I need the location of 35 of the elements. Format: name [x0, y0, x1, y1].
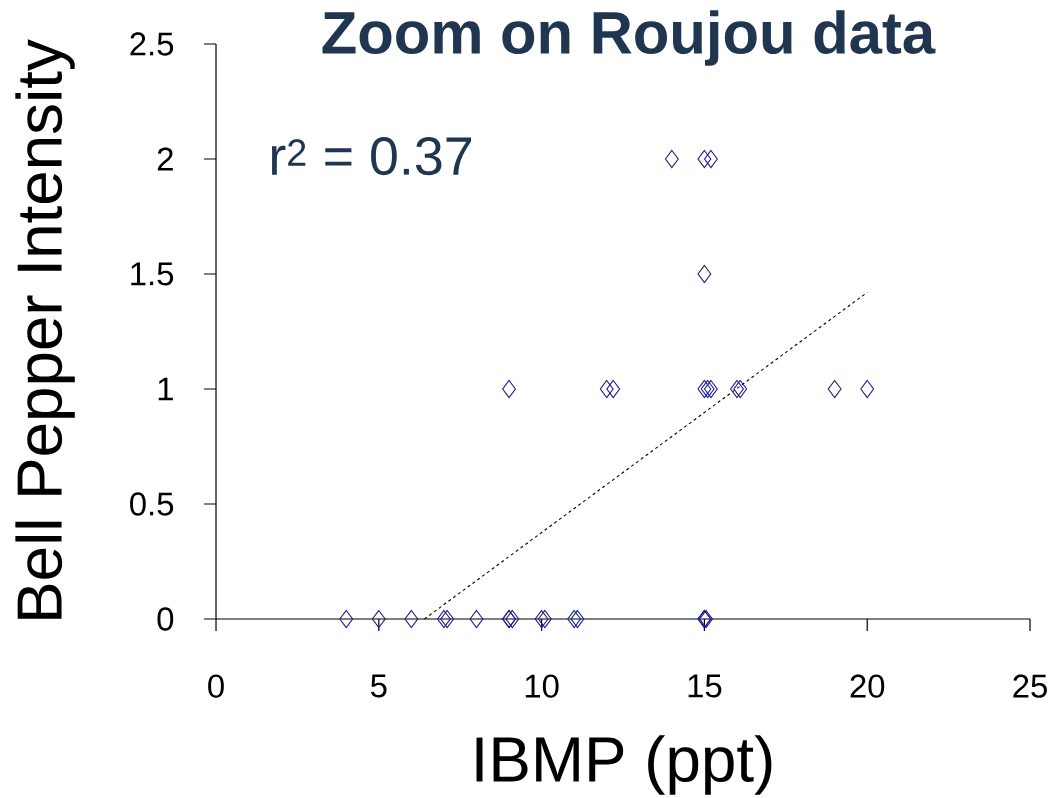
x-tick-label: 25 [1013, 674, 1047, 698]
point [664, 149, 679, 169]
y-axis-title: Bell Pepper Intensity [15, 39, 75, 619]
point [339, 609, 354, 629]
point [606, 379, 621, 399]
point [437, 609, 451, 629]
point [704, 149, 718, 169]
x-tick-label: 20 [850, 674, 885, 698]
point [440, 609, 455, 629]
point [860, 379, 875, 399]
y-tick-label: 0.5 [130, 492, 174, 516]
annotation: r$^{2}$ = 0.37 [271, 137, 471, 176]
point [502, 379, 516, 399]
y-tick-label: 2 [157, 147, 173, 171]
point [505, 609, 520, 629]
point [733, 379, 748, 399]
y-tick-label: 1 [158, 377, 173, 401]
x-tick-label: 15 [688, 674, 722, 698]
point [469, 609, 484, 629]
chart-title: Zoom on Roujou data [322, 10, 936, 66]
y-tick-label: 1.5 [131, 262, 174, 286]
x-tick-label: 0 [208, 674, 224, 698]
y-tick-label: 2.5 [130, 32, 174, 56]
point [697, 149, 712, 169]
y-tick-label: 0 [157, 607, 174, 631]
point [371, 609, 386, 629]
point [404, 609, 419, 629]
point [704, 379, 718, 399]
x-axis-title: IBMP (ppt) [476, 735, 772, 795]
point [697, 264, 712, 284]
point [827, 379, 842, 399]
point [730, 379, 744, 399]
x-tick-label: 5 [370, 674, 387, 698]
x-tick-label: 10 [525, 674, 559, 698]
point [599, 379, 614, 399]
